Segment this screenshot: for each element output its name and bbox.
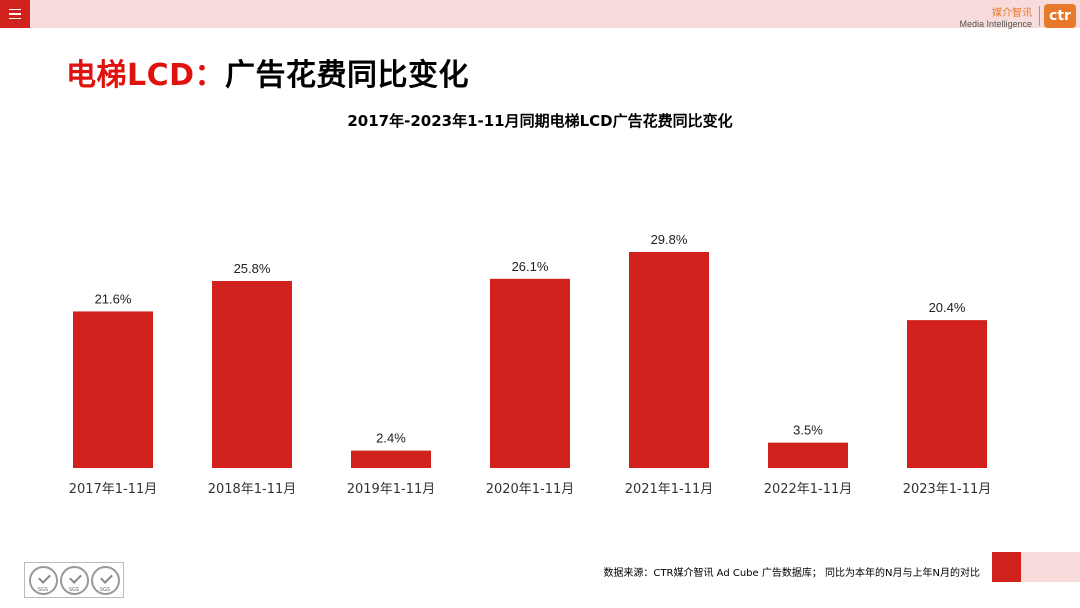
bar-6 <box>768 442 848 468</box>
x-tick-label-7: 2023年1-11月 <box>903 482 992 497</box>
chart-title: 2017年-2023年1-11月同期电梯LCD广告花费同比变化 <box>347 112 733 130</box>
data-label-2: 25.8% <box>234 261 271 276</box>
page-title: 电梯LCD：广告花费同比变化 <box>66 50 469 94</box>
data-label-3: 2.4% <box>376 431 406 446</box>
data-label-5: 29.8% <box>651 232 688 247</box>
sgs-badge-icon: SGS <box>59 565 89 595</box>
bar-5 <box>629 252 709 468</box>
ctr-logo: ctr <box>1044 4 1076 28</box>
data-label-7: 20.4% <box>929 300 966 315</box>
data-label-6: 3.5% <box>793 423 823 438</box>
bar-1 <box>73 311 153 468</box>
x-tick-label-3: 2019年1-11月 <box>347 482 436 497</box>
x-tick-label-6: 2022年1-11月 <box>764 482 853 497</box>
certification-badges: SGS SGS SGS <box>24 562 124 598</box>
bar-7 <box>907 320 987 468</box>
sgs-badge-icon: SGS <box>90 565 120 595</box>
hamburger-icon <box>9 8 21 11</box>
source-note: 数据来源：CTR媒介智讯 Ad Cube 广告数据库； 同比为本年的N月与上年N… <box>603 568 980 579</box>
brand-name-en: Media Intelligence <box>959 19 1032 29</box>
page-title-highlight: 电梯LCD： <box>66 58 226 93</box>
data-label-1: 21.6% <box>95 291 132 306</box>
brand-divider <box>1039 6 1040 26</box>
footer-accent-pink <box>1021 552 1080 582</box>
x-tick-label-5: 2021年1-11月 <box>625 482 714 497</box>
bar-2 <box>212 280 292 468</box>
brand-text: 媒介智讯 Media Intelligence <box>959 8 1032 30</box>
bar-4 <box>490 278 570 468</box>
menu-button[interactable] <box>0 0 30 28</box>
page-title-rest: 广告花费同比变化 <box>225 58 470 93</box>
sgs-badge-icon: SGS <box>28 565 58 595</box>
x-tick-label-4: 2020年1-11月 <box>486 482 575 497</box>
data-label-4: 26.1% <box>512 259 549 274</box>
bar-3 <box>351 450 431 468</box>
top-bar: 媒介智讯 Media Intelligence ctr <box>0 0 1080 30</box>
x-tick-label-1: 2017年1-11月 <box>69 482 158 497</box>
footer-accent-red <box>992 552 1021 582</box>
x-tick-label-2: 2018年1-11月 <box>208 482 297 497</box>
brand-name-cn: 媒介智讯 <box>992 8 1032 19</box>
